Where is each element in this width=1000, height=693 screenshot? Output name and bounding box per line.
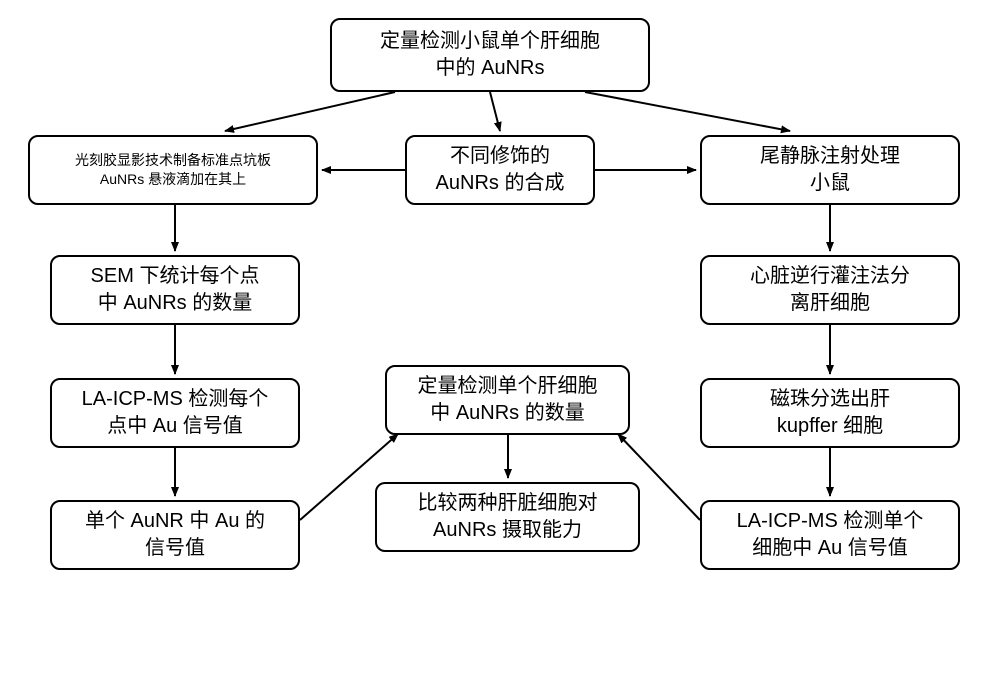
- flowchart-edge: [490, 92, 500, 131]
- flowchart-node: 心脏逆行灌注法分离肝细胞: [700, 255, 960, 325]
- node-label: 光刻胶显影技术制备标准点坑板AuNRs 悬液滴加在其上: [75, 151, 271, 189]
- flowchart-node: LA-ICP-MS 检测每个点中 Au 信号值: [50, 378, 300, 448]
- node-label: 心脏逆行灌注法分离肝细胞: [750, 263, 910, 317]
- node-label: SEM 下统计每个点中 AuNRs 的数量: [91, 263, 260, 317]
- flowchart-node: SEM 下统计每个点中 AuNRs 的数量: [50, 255, 300, 325]
- flowchart-node: 磁珠分选出肝kupffer 细胞: [700, 378, 960, 448]
- flowchart-edge: [225, 92, 395, 131]
- node-label: 磁珠分选出肝kupffer 细胞: [770, 386, 890, 440]
- flowchart-node: 比较两种肝脏细胞对AuNRs 摄取能力: [375, 482, 640, 552]
- node-label: 不同修饰的AuNRs 的合成: [436, 143, 565, 197]
- flowchart-node: 单个 AuNR 中 Au 的信号值: [50, 500, 300, 570]
- node-label: 定量检测小鼠单个肝细胞中的 AuNRs: [380, 28, 600, 82]
- node-label: 尾静脉注射处理小鼠: [760, 143, 900, 197]
- flowchart-node: 定量检测小鼠单个肝细胞中的 AuNRs: [330, 18, 650, 92]
- flowchart-node: 不同修饰的AuNRs 的合成: [405, 135, 595, 205]
- flowchart-node: 定量检测单个肝细胞中 AuNRs 的数量: [385, 365, 630, 435]
- flowchart-node: 尾静脉注射处理小鼠: [700, 135, 960, 205]
- flowchart-node: LA-ICP-MS 检测单个细胞中 Au 信号值: [700, 500, 960, 570]
- node-label: LA-ICP-MS 检测每个点中 Au 信号值: [82, 386, 269, 440]
- node-label: 比较两种肝脏细胞对AuNRs 摄取能力: [418, 490, 598, 544]
- flowchart-edge: [585, 92, 790, 131]
- flowchart-node: 光刻胶显影技术制备标准点坑板AuNRs 悬液滴加在其上: [28, 135, 318, 205]
- node-label: LA-ICP-MS 检测单个细胞中 Au 信号值: [737, 508, 924, 562]
- node-label: 单个 AuNR 中 Au 的信号值: [85, 508, 265, 562]
- flowchart-arrows: [0, 0, 1000, 693]
- node-label: 定量检测单个肝细胞中 AuNRs 的数量: [418, 373, 598, 427]
